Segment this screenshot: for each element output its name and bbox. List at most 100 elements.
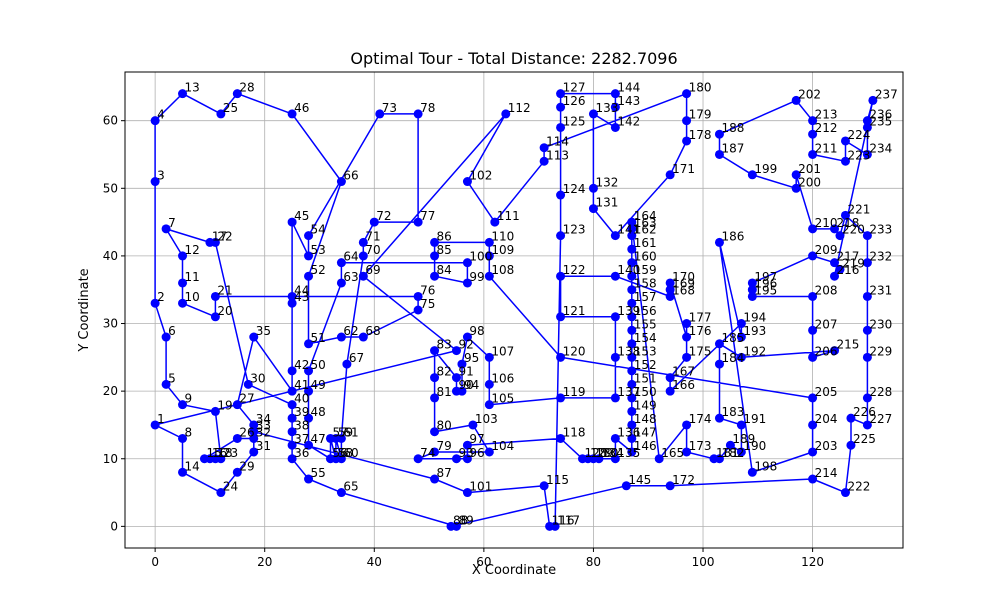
city-point-185	[714, 339, 724, 349]
city-point-223	[840, 156, 850, 166]
city-point-211	[808, 149, 818, 159]
city-point-97	[462, 440, 472, 450]
city-label-19: 19	[217, 398, 232, 412]
city-point-206	[808, 352, 818, 362]
city-label-186: 186	[721, 229, 744, 243]
city-label-203: 203	[815, 439, 838, 453]
city-point-179	[682, 116, 692, 126]
city-label-109: 109	[491, 243, 514, 257]
city-label-64: 64	[343, 250, 358, 264]
city-point-231	[862, 291, 872, 301]
city-label-71: 71	[365, 229, 380, 243]
city-label-39: 39	[294, 405, 309, 419]
city-point-208	[808, 291, 818, 301]
city-point-152	[627, 366, 637, 376]
city-label-45: 45	[294, 209, 309, 223]
city-label-107: 107	[491, 344, 514, 358]
city-point-114	[539, 143, 549, 153]
city-point-215	[830, 346, 840, 356]
city-point-142	[610, 122, 620, 132]
city-label-6: 6	[168, 324, 176, 338]
city-label-163: 163	[634, 216, 657, 230]
city-point-12	[178, 251, 188, 261]
city-label-223: 223	[847, 148, 870, 162]
city-label-27: 27	[239, 392, 254, 406]
city-label-68: 68	[365, 324, 380, 338]
city-label-66: 66	[343, 169, 358, 183]
city-point-190	[736, 447, 746, 457]
city-point-158	[627, 285, 637, 295]
city-label-206: 206	[815, 344, 838, 358]
city-point-93	[451, 454, 461, 464]
city-point-109	[484, 251, 494, 261]
city-label-159: 159	[634, 263, 657, 277]
city-label-44: 44	[294, 283, 309, 297]
city-point-47	[304, 440, 314, 450]
city-point-233	[862, 231, 872, 241]
city-label-160: 160	[634, 250, 657, 264]
city-point-192	[736, 352, 746, 362]
city-point-212	[808, 129, 818, 139]
city-point-40	[287, 400, 297, 410]
city-label-46: 46	[294, 101, 309, 115]
city-label-195: 195	[754, 283, 777, 297]
city-label-224: 224	[847, 128, 870, 142]
city-point-149	[627, 406, 637, 416]
city-label-199: 199	[754, 162, 777, 176]
city-point-74	[413, 454, 423, 464]
y-tick-label: 50	[103, 181, 118, 195]
city-label-121: 121	[563, 304, 586, 318]
city-point-153	[627, 352, 637, 362]
city-label-34: 34	[256, 412, 271, 426]
city-label-150: 150	[634, 385, 657, 399]
city-label-157: 157	[634, 290, 657, 304]
city-label-181: 181	[716, 446, 739, 460]
x-tick-label: 80	[586, 555, 601, 569]
x-tick-label: 120	[801, 555, 824, 569]
city-label-41: 41	[294, 378, 309, 392]
city-label-119: 119	[563, 385, 586, 399]
city-point-104	[484, 447, 494, 457]
city-label-179: 179	[689, 108, 712, 122]
city-point-110	[484, 237, 494, 247]
city-point-107	[484, 352, 494, 362]
city-point-123	[556, 231, 566, 241]
city-point-37	[287, 440, 297, 450]
city-label-153: 153	[634, 344, 657, 358]
city-label-91: 91	[458, 365, 473, 379]
city-label-178: 178	[689, 128, 712, 142]
city-label-87: 87	[437, 466, 452, 480]
city-point-101	[462, 488, 472, 498]
tour-path	[154, 92, 874, 528]
city-label-200: 200	[798, 175, 821, 189]
city-label-198: 198	[754, 459, 777, 473]
city-label-102: 102	[469, 169, 492, 183]
city-label-117: 117	[557, 513, 580, 527]
city-point-155	[627, 325, 637, 335]
city-point-171	[665, 170, 675, 180]
city-label-85: 85	[437, 243, 452, 257]
city-point-118	[556, 433, 566, 443]
city-label-126: 126	[563, 94, 586, 108]
city-point-122	[556, 271, 566, 281]
city-point-200	[791, 183, 801, 193]
city-point-3	[150, 177, 160, 187]
city-label-155: 155	[634, 317, 657, 331]
city-point-72	[369, 217, 379, 227]
city-label-168: 168	[672, 283, 695, 297]
city-point-84	[430, 271, 440, 281]
city-point-229	[862, 352, 872, 362]
city-label-113: 113	[546, 148, 569, 162]
city-point-161	[627, 244, 637, 254]
city-point-76	[413, 291, 423, 301]
city-point-7	[161, 224, 171, 234]
city-point-35	[249, 332, 259, 342]
city-label-33: 33	[256, 419, 271, 433]
city-label-37: 37	[294, 432, 309, 446]
city-label-50: 50	[311, 358, 326, 372]
city-label-120: 120	[563, 344, 586, 358]
city-label-62: 62	[343, 324, 358, 338]
city-label-69: 69	[365, 263, 380, 277]
city-label-78: 78	[420, 101, 435, 115]
